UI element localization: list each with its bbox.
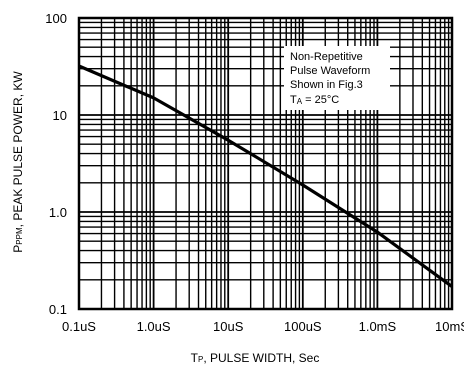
y-axis-label: PPPM, PEAK PULSE POWER, KW bbox=[11, 71, 25, 253]
x-axis-label-main: T bbox=[191, 351, 199, 365]
y-tick-label: 0.1 bbox=[49, 302, 67, 317]
annotation-line-1: Non-Repetitive bbox=[290, 51, 363, 63]
power-curve-line bbox=[78, 64, 453, 288]
x-axis-label: TP, PULSE WIDTH, Sec bbox=[191, 351, 320, 365]
annotation-ta-sub: A bbox=[297, 97, 303, 106]
plot-frame bbox=[77, 16, 454, 311]
x-axis-label-sub: P bbox=[198, 355, 203, 364]
y-tick-labels: 0.1 1.0 10 100 bbox=[45, 11, 67, 317]
y-tick-label: 1.0 bbox=[49, 205, 67, 220]
y-axis-label-rest: , PEAK PULSE POWER, KW bbox=[11, 71, 25, 228]
x-tick-label: 10mS bbox=[435, 319, 464, 334]
annotation-box: Non-Repetitive Pulse Waveform Shown in F… bbox=[284, 46, 390, 110]
annotation-ta-rest: = 25°C bbox=[302, 94, 339, 106]
annotation-line-4: TA = 25°C bbox=[290, 94, 339, 106]
y-axis-label-sub: PPM bbox=[15, 227, 24, 245]
x-tick-labels: 0.1uS 1.0uS 10uS 100uS 1.0mS 10mS bbox=[62, 319, 464, 334]
x-tick-label: 10uS bbox=[213, 319, 244, 334]
y-tick-label: 10 bbox=[53, 108, 67, 123]
x-tick-label: 1.0uS bbox=[137, 319, 171, 334]
x-tick-label: 1.0mS bbox=[359, 319, 397, 334]
chart-grid bbox=[79, 18, 452, 309]
x-tick-label: 100uS bbox=[284, 319, 322, 334]
x-tick-label: 0.1uS bbox=[62, 319, 96, 334]
chart-series bbox=[78, 64, 453, 288]
annotation-ta-main: T bbox=[290, 94, 297, 106]
y-axis-label-main: P bbox=[11, 245, 25, 253]
y-tick-label: 100 bbox=[45, 11, 67, 26]
annotation-line-2: Pulse Waveform bbox=[290, 65, 370, 77]
x-axis-label-rest: , PULSE WIDTH, Sec bbox=[203, 351, 319, 365]
annotation-background bbox=[284, 46, 390, 110]
annotation-line-3: Shown in Fig.3 bbox=[290, 79, 363, 91]
